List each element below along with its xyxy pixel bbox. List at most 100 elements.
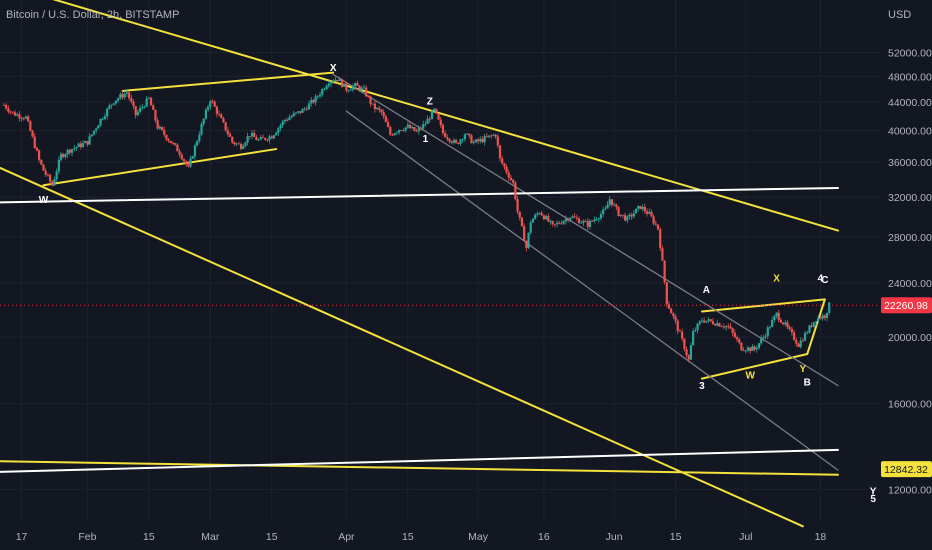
- candle-body: [650, 211, 653, 217]
- candle-body: [327, 83, 330, 87]
- trendline-line[interactable]: [700, 298, 826, 313]
- candle-body: [312, 99, 315, 103]
- candle-body: [217, 113, 221, 115]
- candle-body: [134, 106, 137, 116]
- candle-body: [329, 81, 333, 84]
- candle-body: [654, 223, 657, 225]
- candle-body: [509, 177, 513, 180]
- channel-line[interactable]: [345, 110, 839, 471]
- candle-body: [294, 112, 297, 114]
- candle-body: [18, 114, 21, 119]
- wave-label: X: [330, 63, 337, 74]
- candle-body: [577, 218, 581, 224]
- trendline-line[interactable]: [0, 0, 839, 232]
- candle-body: [637, 206, 640, 209]
- candle-body: [795, 339, 798, 344]
- candle-body: [529, 222, 532, 233]
- candle-body: [81, 143, 85, 148]
- candle-body: [248, 136, 251, 138]
- currency-label: USD: [888, 9, 911, 21]
- candle-body: [33, 136, 36, 148]
- candle-body: [242, 145, 245, 149]
- candle-body: [391, 134, 394, 136]
- candle-body: [345, 83, 348, 91]
- candle-body: [233, 142, 236, 145]
- trendline-line[interactable]: [0, 460, 839, 476]
- candle-body: [474, 139, 477, 143]
- trend-drawings[interactable]: [0, 0, 880, 528]
- candle-body: [593, 219, 596, 222]
- candle-body: [44, 170, 47, 175]
- candle-body: [459, 139, 462, 144]
- candle-body: [569, 217, 572, 221]
- candle-body: [132, 101, 135, 107]
- candle-body: [220, 114, 223, 119]
- candle-body: [386, 122, 390, 128]
- candle-body: [141, 107, 144, 108]
- candle-body: [235, 143, 238, 145]
- channel-line[interactable]: [332, 73, 839, 387]
- trendline-line[interactable]: [42, 148, 278, 187]
- candle-body: [518, 211, 521, 218]
- candle-body: [64, 154, 67, 157]
- candle-body: [86, 141, 89, 145]
- candle-body: [215, 106, 218, 114]
- candle-body: [457, 142, 460, 144]
- candle-body: [553, 223, 556, 225]
- support-line[interactable]: [0, 448, 839, 473]
- candle-body: [123, 93, 126, 98]
- trendline-line[interactable]: [806, 298, 826, 355]
- trendline-line[interactable]: [121, 71, 335, 92]
- candle-body: [48, 175, 52, 182]
- candle-body: [582, 220, 585, 223]
- candle-body: [354, 83, 357, 87]
- candle-body: [463, 134, 466, 140]
- trendline-line[interactable]: [700, 352, 809, 380]
- candle-body: [290, 116, 293, 118]
- candle-body: [53, 179, 56, 186]
- candle-body: [525, 241, 528, 248]
- candle-body: [138, 107, 142, 112]
- candle-body: [292, 113, 295, 117]
- candle-body: [316, 96, 319, 98]
- candle-body: [393, 133, 396, 136]
- candle-body: [99, 118, 102, 126]
- support-line[interactable]: [0, 186, 839, 204]
- candle-body: [810, 325, 813, 327]
- candle-body: [196, 141, 199, 146]
- candle-body: [678, 330, 682, 332]
- candle-body: [325, 86, 328, 90]
- candle-body: [435, 108, 438, 114]
- candle-body: [551, 220, 554, 224]
- price-axis[interactable]: 12000.00 16000.00 20000.00 24000.00 28000.00…: [881, 47, 932, 496]
- candle-body: [444, 133, 447, 138]
- candle-body: [797, 343, 800, 348]
- candle-body: [415, 130, 418, 132]
- candle-body: [358, 85, 361, 91]
- candle-body: [540, 213, 543, 216]
- candle-body: [718, 323, 721, 327]
- candle-body: [239, 143, 243, 149]
- wave-label: 5: [870, 494, 876, 505]
- candle-body: [231, 136, 234, 143]
- candle-body: [819, 317, 822, 319]
- candle-body: [136, 111, 139, 116]
- candle-body: [584, 220, 587, 222]
- trendline-line[interactable]: [0, 158, 804, 528]
- candle-body: [470, 135, 473, 144]
- candle-body: [520, 217, 524, 227]
- wave-label: A: [703, 285, 710, 296]
- candle-body: [705, 320, 708, 323]
- candle-body: [793, 332, 796, 340]
- candle-body: [709, 319, 712, 322]
- level-badge-text: 12842.32: [884, 464, 928, 476]
- candle-body: [51, 181, 54, 186]
- candle-body: [430, 110, 434, 120]
- time-tick-label: May: [468, 531, 489, 543]
- candle-body: [672, 313, 675, 317]
- candle-body: [176, 144, 179, 152]
- candle-body: [62, 154, 65, 157]
- candle-body: [424, 123, 427, 125]
- time-axis[interactable]: 17 Feb 15 Mar 15 Apr 15 May 16 Jun 15 Jul 18: [16, 531, 827, 543]
